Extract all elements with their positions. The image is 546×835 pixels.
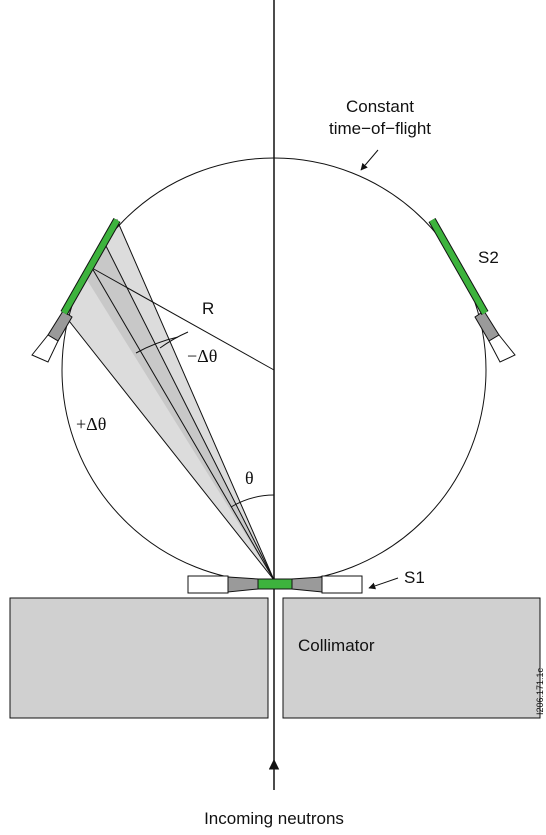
fan-center-line <box>91 267 275 581</box>
theta-label: θ <box>245 468 254 488</box>
detector-left <box>61 218 120 315</box>
figure-id: I206.171.1c <box>535 667 545 715</box>
incoming-label: Incoming neutrons <box>204 809 344 828</box>
fan-inner <box>84 242 274 580</box>
detector-right-tube <box>488 334 516 363</box>
s1-label: S1 <box>404 568 425 587</box>
detector-left-tube <box>31 334 59 363</box>
tof-label: time−of−flight <box>329 119 431 138</box>
tof-label: Constant <box>346 97 414 116</box>
minus-dtheta-label: −Δθ <box>187 346 217 366</box>
detector-right-taper <box>474 310 500 342</box>
s2-label: S2 <box>478 248 499 267</box>
s1-tube-right <box>321 575 363 594</box>
radius-line <box>91 267 275 371</box>
s1-pointer <box>368 577 399 590</box>
tof-pointer <box>360 149 379 171</box>
collimator-right <box>282 597 541 719</box>
collimator-left <box>9 597 269 719</box>
collimator-label: Collimator <box>298 636 375 655</box>
s1-sample <box>257 578 293 590</box>
plus-dtheta-label: +Δθ <box>76 414 106 434</box>
detector-right <box>429 218 488 315</box>
s1-taper-left <box>227 576 259 593</box>
dtheta-arc-minus <box>159 331 189 349</box>
s1-tube-left <box>187 575 229 594</box>
s1-taper-right <box>291 576 323 593</box>
radius-label: R <box>202 299 214 318</box>
fan-line <box>103 241 275 581</box>
detector-left-taper <box>47 310 73 342</box>
theta-arc <box>230 494 275 508</box>
